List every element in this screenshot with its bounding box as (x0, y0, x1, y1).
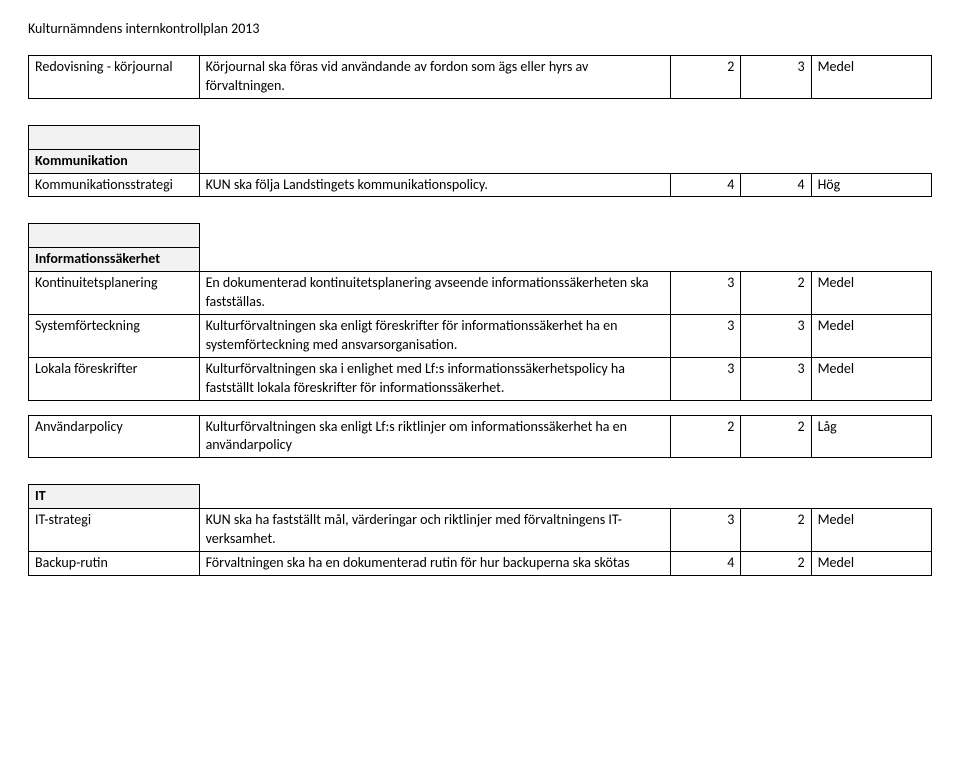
row-desc: Körjournal ska föras vid användande av f… (199, 56, 671, 99)
section-title: Informationssäkerhet (29, 248, 200, 272)
row-desc: KUN ska följa Landstingets kommunikation… (199, 173, 671, 197)
row-rating: Medel (811, 315, 931, 358)
row-rating: Hög (811, 173, 931, 197)
row-col3: 2 (671, 56, 741, 99)
row-col4: 2 (741, 415, 811, 458)
row-desc: Förvaltningen ska ha en dokumenterad rut… (199, 552, 671, 576)
row-desc: KUN ska ha fastställt mål, värderingar o… (199, 509, 671, 552)
row-rating: Låg (811, 415, 931, 458)
row-col3: 3 (671, 315, 741, 358)
row-label: Kontinuitetsplanering (29, 272, 200, 315)
section-title: Kommunikation (29, 149, 200, 173)
section-header-row: Informationssäkerhet (29, 248, 932, 272)
table-row: Användarpolicy Kulturförvaltningen ska e… (29, 415, 932, 458)
row-desc: Kulturförvaltningen ska enligt Lf:s rikt… (199, 415, 671, 458)
row-rating: Medel (811, 56, 931, 99)
table-it: IT IT-strategi KUN ska ha fastställt mål… (28, 484, 932, 576)
row-col3: 4 (671, 552, 741, 576)
section-spacer (29, 125, 932, 149)
row-col3: 4 (671, 173, 741, 197)
row-col4: 4 (741, 173, 811, 197)
row-rating: Medel (811, 552, 931, 576)
row-label: Systemförteckning (29, 315, 200, 358)
table-row: Redovisning - körjournal Körjournal ska … (29, 56, 932, 99)
row-rating: Medel (811, 272, 931, 315)
table-kommunikation: Kommunikation Kommunikationsstrategi KUN… (28, 125, 932, 198)
table-row: Kontinuitetsplanering En dokumenterad ko… (29, 272, 932, 315)
row-col4: 3 (741, 357, 811, 400)
row-col4: 2 (741, 509, 811, 552)
row-label: Kommunikationsstrategi (29, 173, 200, 197)
section-header-row: IT (29, 485, 932, 509)
table-row: Lokala föreskrifter Kulturförvaltningen … (29, 357, 932, 400)
table-informationssakerhet: Informationssäkerhet Kontinuitetsplaneri… (28, 223, 932, 400)
table-redovisning: Redovisning - körjournal Körjournal ska … (28, 55, 932, 99)
row-col3: 3 (671, 509, 741, 552)
row-col3: 3 (671, 357, 741, 400)
table-row: Backup-rutin Förvaltningen ska ha en dok… (29, 552, 932, 576)
row-label: Backup-rutin (29, 552, 200, 576)
row-label: Lokala föreskrifter (29, 357, 200, 400)
row-rating: Medel (811, 509, 931, 552)
row-desc: Kulturförvaltningen ska enligt föreskrif… (199, 315, 671, 358)
row-col4: 2 (741, 272, 811, 315)
table-row: Systemförteckning Kulturförvaltningen sk… (29, 315, 932, 358)
section-spacer (29, 224, 932, 248)
row-col4: 2 (741, 552, 811, 576)
table-anvandarpolicy: Användarpolicy Kulturförvaltningen ska e… (28, 415, 932, 459)
table-row: IT-strategi KUN ska ha fastställt mål, v… (29, 509, 932, 552)
row-label: IT-strategi (29, 509, 200, 552)
row-col4: 3 (741, 56, 811, 99)
section-title: IT (29, 485, 200, 509)
row-desc: En dokumenterad kontinuitetsplanering av… (199, 272, 671, 315)
table-row: Kommunikationsstrategi KUN ska följa Lan… (29, 173, 932, 197)
row-col3: 3 (671, 272, 741, 315)
row-desc: Kulturförvaltningen ska i enlighet med L… (199, 357, 671, 400)
section-header-row: Kommunikation (29, 149, 932, 173)
document-title: Kulturnämndens internkontrollplan 2013 (28, 20, 932, 37)
row-rating: Medel (811, 357, 931, 400)
row-label: Redovisning - körjournal (29, 56, 200, 99)
row-col3: 2 (671, 415, 741, 458)
row-label: Användarpolicy (29, 415, 200, 458)
row-col4: 3 (741, 315, 811, 358)
